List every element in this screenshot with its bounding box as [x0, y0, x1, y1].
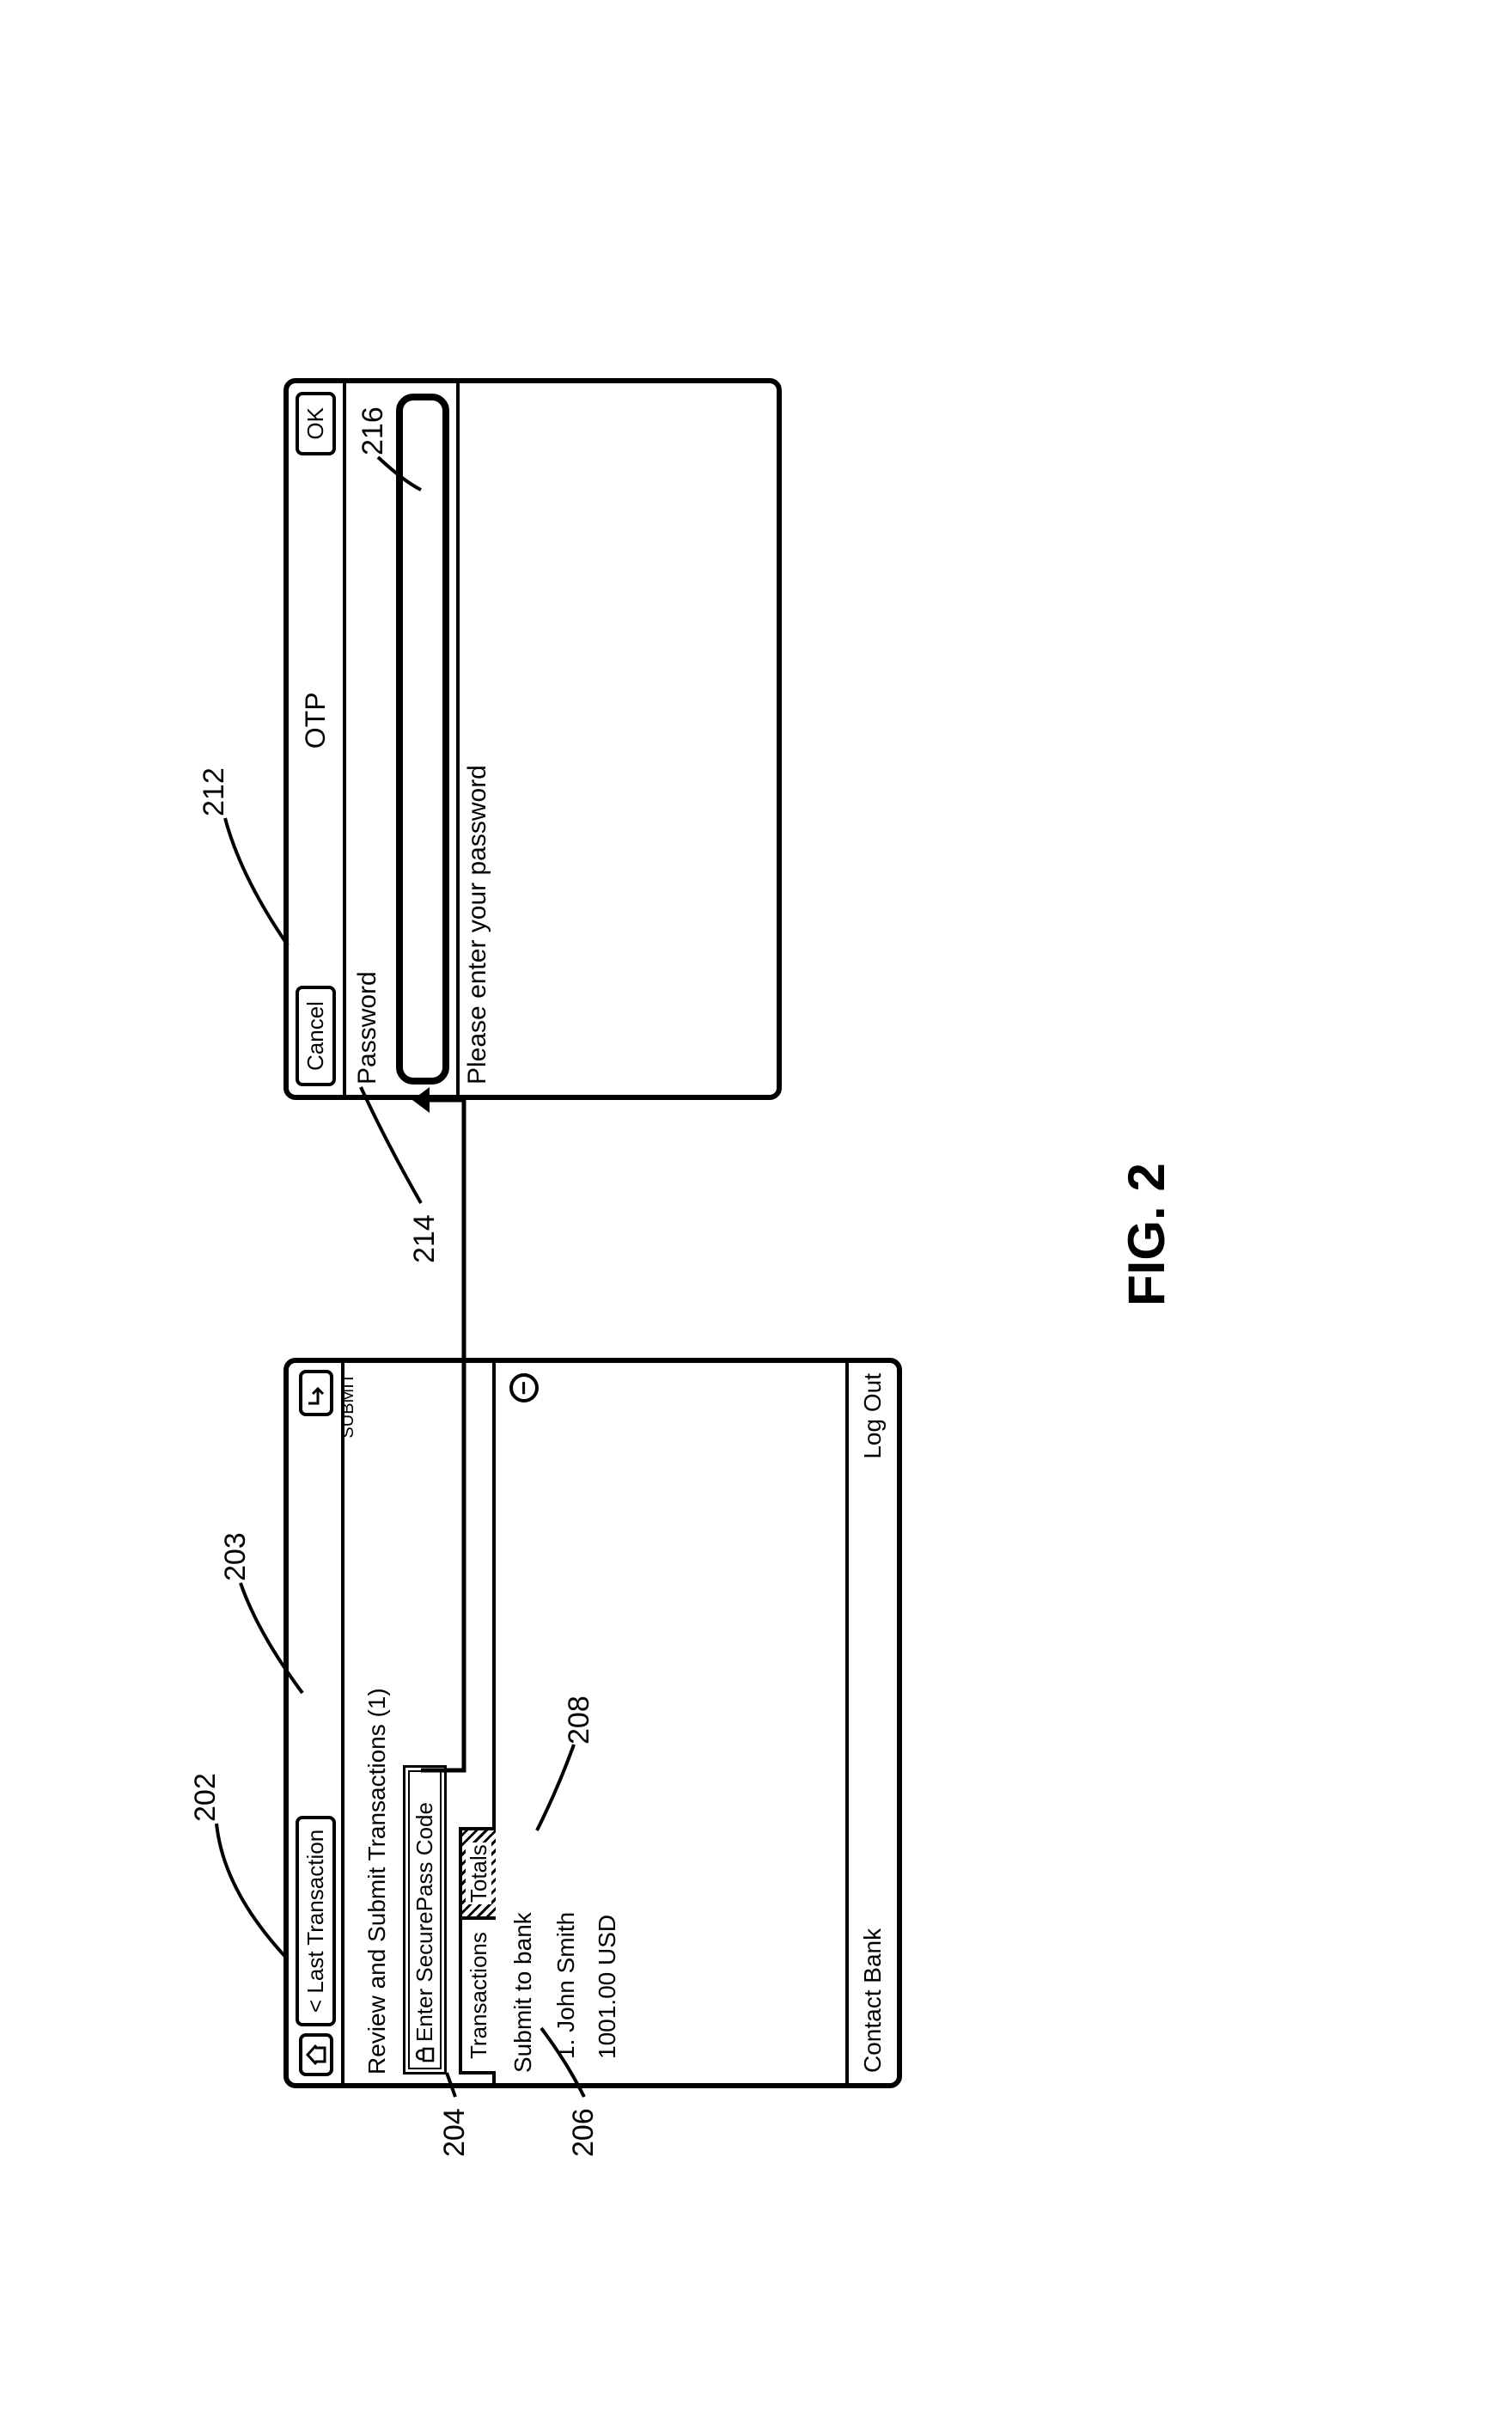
figure-caption: FIG. 2 [1117, 1163, 1176, 1306]
callout-lines [0, 0, 1512, 2406]
figure-diagram: < Last Transaction SUBMIT Review and Sub… [0, 0, 1512, 2406]
transition-arrow [412, 1074, 490, 1779]
